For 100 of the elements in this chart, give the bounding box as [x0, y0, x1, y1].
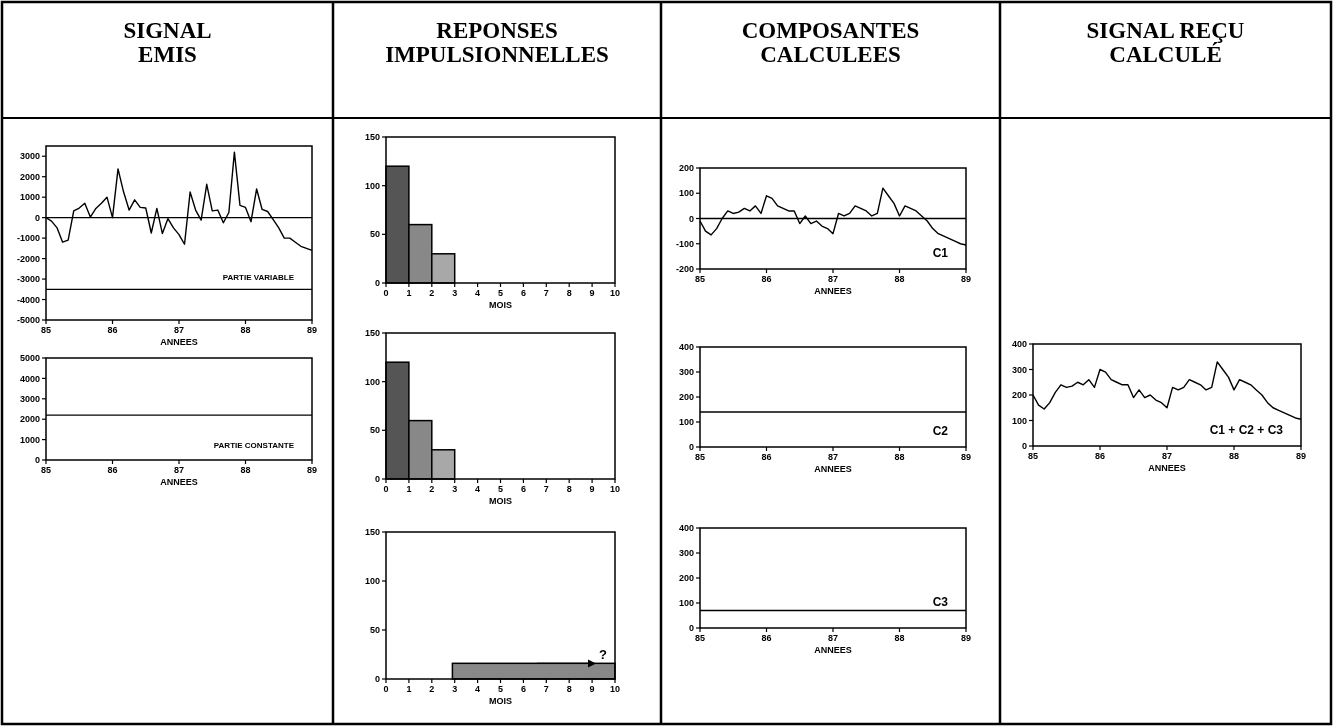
y-tick-label: 2000 [19, 414, 40, 425]
x-tick-label: 88 [1228, 451, 1240, 461]
y-tick-label: 400 [678, 523, 694, 534]
x-tick-label: 86 [761, 633, 772, 643]
y-tick-label: 0 [688, 213, 694, 224]
y-tick-label: 300 [1011, 364, 1027, 375]
x-tick-label: 10 [609, 484, 621, 494]
x-tick-label: 6 [520, 684, 526, 694]
x-tick-label: 5 [497, 288, 504, 298]
y-tick-label: 400 [678, 342, 694, 353]
y-tick-label: 150 [364, 328, 380, 339]
y-tick-label: 100 [364, 180, 380, 191]
y-tick-label: 50 [369, 229, 380, 240]
x-axis-title: ANNEES [160, 477, 198, 487]
x-tick-label: 6 [520, 288, 526, 298]
y-tick-label: 200 [678, 573, 694, 584]
y-tick-label: 50 [369, 425, 380, 436]
x-tick-label: 85 [694, 633, 706, 643]
x-tick-label: 85 [1027, 451, 1039, 461]
y-tick-label: 100 [364, 376, 380, 387]
x-tick-label: 86 [1094, 451, 1106, 461]
y-tick-label: 100 [678, 188, 694, 199]
x-tick-label: 2 [429, 684, 435, 694]
x-tick-label: 4 [475, 684, 481, 694]
x-tick-label: 88 [894, 274, 905, 284]
x-tick-label: 8 [566, 484, 572, 494]
x-axis-title: ANNEES [160, 337, 198, 347]
y-tick-label: 2000 [19, 171, 40, 182]
x-tick-label: 10 [609, 684, 621, 694]
y-tick-label: -2000 [16, 253, 40, 264]
x-tick-label: 87 [827, 452, 839, 462]
x-tick-label: 1 [406, 484, 412, 494]
x-tick-label: 2 [429, 484, 435, 494]
x-tick-label: 7 [543, 288, 549, 298]
y-tick-label: 100 [1011, 415, 1027, 426]
x-tick-label: 86 [107, 325, 118, 335]
x-axis-title: MOIS [488, 696, 513, 706]
y-tick-label: -4000 [16, 294, 40, 305]
y-tick-label: -200 [675, 264, 694, 275]
y-tick-label: 200 [1011, 390, 1027, 401]
x-tick-label: 85 [694, 452, 706, 462]
x-tick-label: 87 [173, 325, 185, 335]
x-tick-label: 87 [1161, 451, 1173, 461]
y-tick-label: 0 [1021, 441, 1027, 452]
x-axis-title: MOIS [488, 496, 513, 506]
y-tick-label: 100 [678, 598, 694, 609]
annotation: C1 [932, 246, 949, 260]
x-tick-label: 2 [429, 288, 435, 298]
x-tick-label: 9 [589, 684, 595, 694]
y-tick-label: 1000 [19, 434, 40, 445]
x-tick-label: 89 [306, 465, 318, 475]
y-tick-label: 0 [374, 474, 380, 485]
x-tick-label: 1 [406, 288, 412, 298]
annotation: ? [598, 647, 607, 663]
x-tick-label: 89 [960, 274, 972, 284]
y-tick-label: 5000 [19, 353, 40, 364]
x-tick-label: 1 [406, 684, 412, 694]
x-tick-label: 5 [497, 684, 504, 694]
x-axis-title: ANNEES [814, 286, 852, 296]
x-tick-label: 86 [761, 452, 772, 462]
y-tick-label: 200 [678, 163, 694, 174]
y-tick-label: -100 [675, 238, 694, 249]
x-axis-title: MOIS [488, 300, 513, 310]
chart-title: REPONSES IMPULSIONNELLES [385, 18, 609, 67]
y-tick-label: 0 [374, 674, 380, 685]
chart-title: SIGNAL EMIS [123, 18, 212, 67]
y-tick-label: 3000 [19, 393, 40, 404]
x-tick-label: 87 [827, 633, 839, 643]
annotation: PARTIE VARIABLE [222, 273, 295, 283]
x-tick-label: 85 [40, 465, 52, 475]
x-axis-title: ANNEES [814, 464, 852, 474]
y-tick-label: 50 [369, 625, 380, 636]
chart-title: COMPOSANTES CALCULEES [741, 18, 920, 67]
x-tick-label: 89 [1295, 451, 1307, 461]
annotation: PARTIE CONSTANTE [213, 441, 295, 450]
y-tick-label: 200 [678, 392, 694, 403]
x-tick-label: 9 [589, 484, 595, 494]
y-tick-label: 100 [364, 576, 380, 587]
x-tick-label: 4 [475, 288, 481, 298]
y-tick-label: -3000 [16, 274, 40, 285]
x-tick-label: 0 [383, 484, 389, 494]
x-axis-title: ANNEES [1148, 463, 1186, 473]
y-tick-label: 0 [688, 442, 694, 453]
y-tick-label: 0 [688, 623, 694, 634]
x-tick-label: 89 [306, 325, 318, 335]
x-axis-title: ANNEES [814, 645, 852, 655]
x-tick-label: 3 [452, 684, 458, 694]
x-tick-label: 8 [566, 288, 572, 298]
x-tick-label: 86 [761, 274, 772, 284]
x-tick-label: 88 [240, 465, 251, 475]
x-tick-label: 0 [383, 684, 389, 694]
y-tick-label: -1000 [16, 233, 40, 244]
x-tick-label: 89 [960, 633, 972, 643]
x-tick-label: 8 [566, 684, 572, 694]
x-tick-label: 86 [107, 465, 118, 475]
x-tick-label: 89 [960, 452, 972, 462]
x-tick-label: 88 [894, 452, 905, 462]
y-tick-label: 3000 [19, 151, 40, 162]
y-tick-label: 300 [678, 548, 694, 559]
y-tick-label: 4000 [19, 373, 40, 384]
